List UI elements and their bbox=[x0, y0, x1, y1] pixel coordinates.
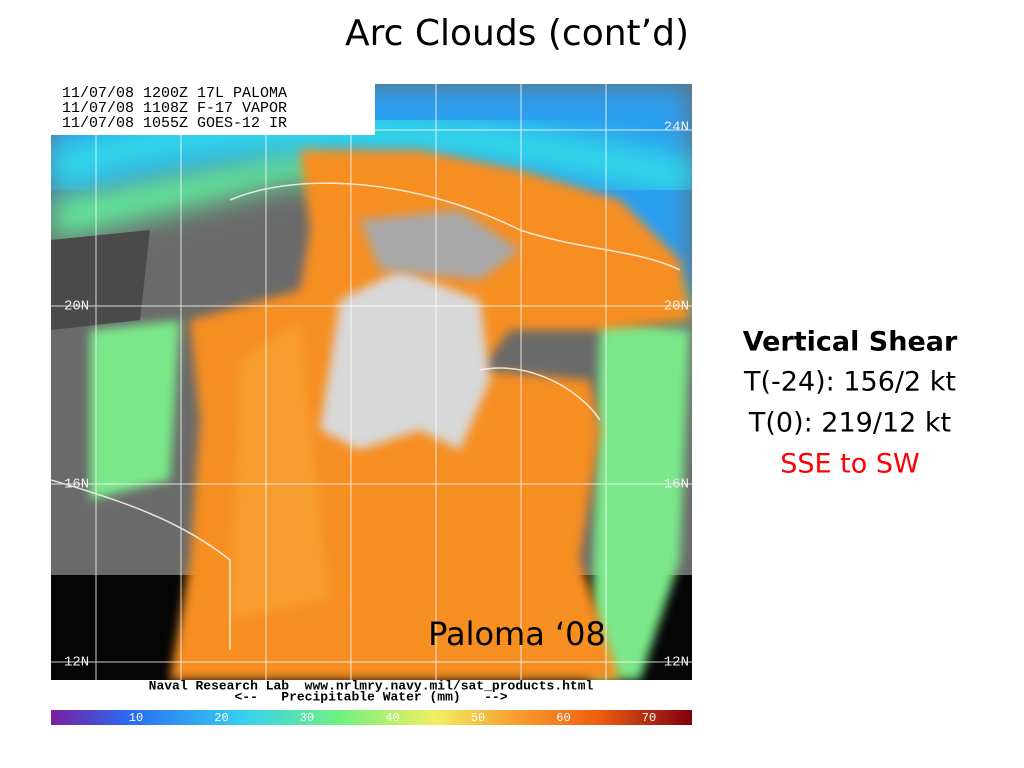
header-line: 11/07/08 1108Z F-17 VAPOR bbox=[62, 100, 287, 117]
latitude-label: 12N bbox=[664, 655, 689, 671]
footer-box bbox=[51, 680, 692, 710]
colorbar-tick-label: 60 bbox=[556, 711, 570, 725]
colorbar-tick-label: 40 bbox=[385, 711, 399, 725]
latitude-label: 20N bbox=[64, 299, 89, 315]
latitude-label: 12N bbox=[64, 655, 89, 671]
notes-heading: Vertical Shear bbox=[743, 327, 958, 358]
caption: Paloma ‘08 bbox=[428, 615, 606, 653]
footer-line: Naval Research Lab www.nrlmry.navy.mil/s… bbox=[149, 678, 594, 693]
footer-line: <-- Precipitable Water (mm) --> bbox=[234, 689, 507, 704]
colorbar-tick-label: 10 bbox=[129, 711, 143, 725]
header-line: 11/07/08 1200Z 17L PALOMA bbox=[62, 85, 287, 102]
latitude-label: 16N bbox=[664, 477, 689, 493]
notes-line: T(-24): 156/2 kt bbox=[743, 367, 956, 398]
latitude-label: 24N bbox=[664, 120, 689, 136]
colorbar bbox=[51, 710, 692, 725]
header-box bbox=[51, 84, 375, 135]
colorbar-tick-label: 70 bbox=[642, 711, 656, 725]
colorbar-tick-label: 20 bbox=[214, 711, 228, 725]
colorbar-tick-label: 30 bbox=[300, 711, 314, 725]
header-line: 11/07/08 1055Z GOES-12 IR bbox=[62, 115, 287, 132]
title: Arc Clouds (cont’d) bbox=[345, 13, 689, 54]
notes-line: T(0): 219/12 kt bbox=[748, 408, 951, 439]
latitude-label: 20N bbox=[664, 299, 689, 315]
colorbar-tick-label: 50 bbox=[471, 711, 485, 725]
notes-direction: SSE to SW bbox=[780, 449, 919, 480]
satellite-image bbox=[51, 84, 692, 680]
latitude-label: 16N bbox=[64, 477, 89, 493]
